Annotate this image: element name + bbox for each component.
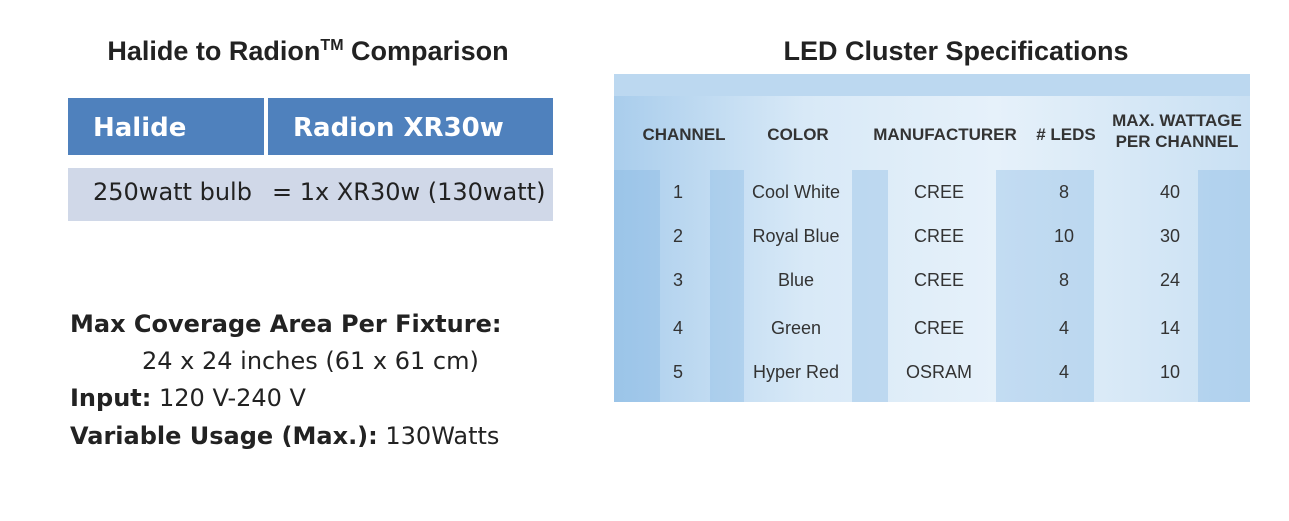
- table-cell: 14: [1159, 318, 1181, 338]
- title-superscript: TM: [320, 37, 344, 54]
- stripe: [614, 170, 660, 402]
- column-header: # LEDS: [1036, 125, 1096, 144]
- title-rest: Comparison: [351, 36, 509, 66]
- table-cell: 250watt bulb: [93, 178, 252, 206]
- table-cell: 24: [1159, 270, 1181, 290]
- table-cell: 3: [672, 270, 684, 290]
- spec-label: Max Coverage Area Per Fixture:: [70, 310, 502, 338]
- spec-label: Variable Usage (Max.):: [70, 422, 378, 450]
- table-cell: CREE: [913, 318, 965, 338]
- stripe: [1198, 170, 1250, 402]
- table-cell: 30: [1159, 226, 1181, 246]
- table-band: [614, 74, 1250, 96]
- title-main: Halide to Radion: [107, 36, 321, 66]
- table-header: Halide: [68, 98, 264, 155]
- table-cell: 8: [1058, 182, 1070, 202]
- table-cell: CREE: [913, 270, 965, 290]
- table-cell: 8: [1058, 270, 1070, 290]
- table-cell: 4: [672, 318, 684, 338]
- spec-label: Input:: [70, 384, 152, 412]
- table-cell: 5: [672, 362, 684, 382]
- table-cell: = 1x XR30w (130watt): [272, 178, 546, 206]
- table-cell: Blue: [777, 270, 815, 290]
- spec-value: 24 x 24 inches (61 x 61 cm): [142, 347, 479, 375]
- left-title: Halide to RadionTM Comparison: [60, 36, 556, 67]
- stripe: [996, 170, 1094, 402]
- table-cell: 4: [1058, 318, 1070, 338]
- table-cell: 40: [1159, 182, 1181, 202]
- table-cell: 1: [672, 182, 684, 202]
- table-cell: Green: [770, 318, 822, 338]
- column-header: CHANNEL: [642, 125, 726, 144]
- table-row: [68, 168, 553, 221]
- stripe: [710, 170, 744, 402]
- table-cell: Hyper Red: [752, 362, 840, 382]
- spec-value: 130Watts: [385, 422, 500, 450]
- column-header: MANUFACTURER: [873, 125, 1017, 144]
- column-header: MAX. WATTAGE PER CHANNEL: [1112, 111, 1242, 151]
- table-header: Radion XR30w: [268, 98, 553, 155]
- table-cell: CREE: [913, 182, 965, 202]
- table-cell: OSRAM: [905, 362, 973, 382]
- right-title: LED Cluster Specifications: [783, 36, 1129, 66]
- table-cell: CREE: [913, 226, 965, 246]
- table-cell: 4: [1058, 362, 1070, 382]
- column-header: COLOR: [767, 125, 829, 144]
- stripe: [852, 170, 888, 402]
- spec-table: CHANNEL COLOR MANUFACTURER # LEDS MAX. WATTA…: [614, 74, 1250, 402]
- table-cell: 10: [1159, 362, 1181, 382]
- table-cell: 2: [672, 226, 684, 246]
- table-cell: Cool White: [751, 182, 841, 202]
- spec-value: 120 V-240 V: [159, 384, 306, 412]
- table-cell: Royal Blue: [752, 226, 840, 246]
- table-cell: 10: [1053, 226, 1075, 246]
